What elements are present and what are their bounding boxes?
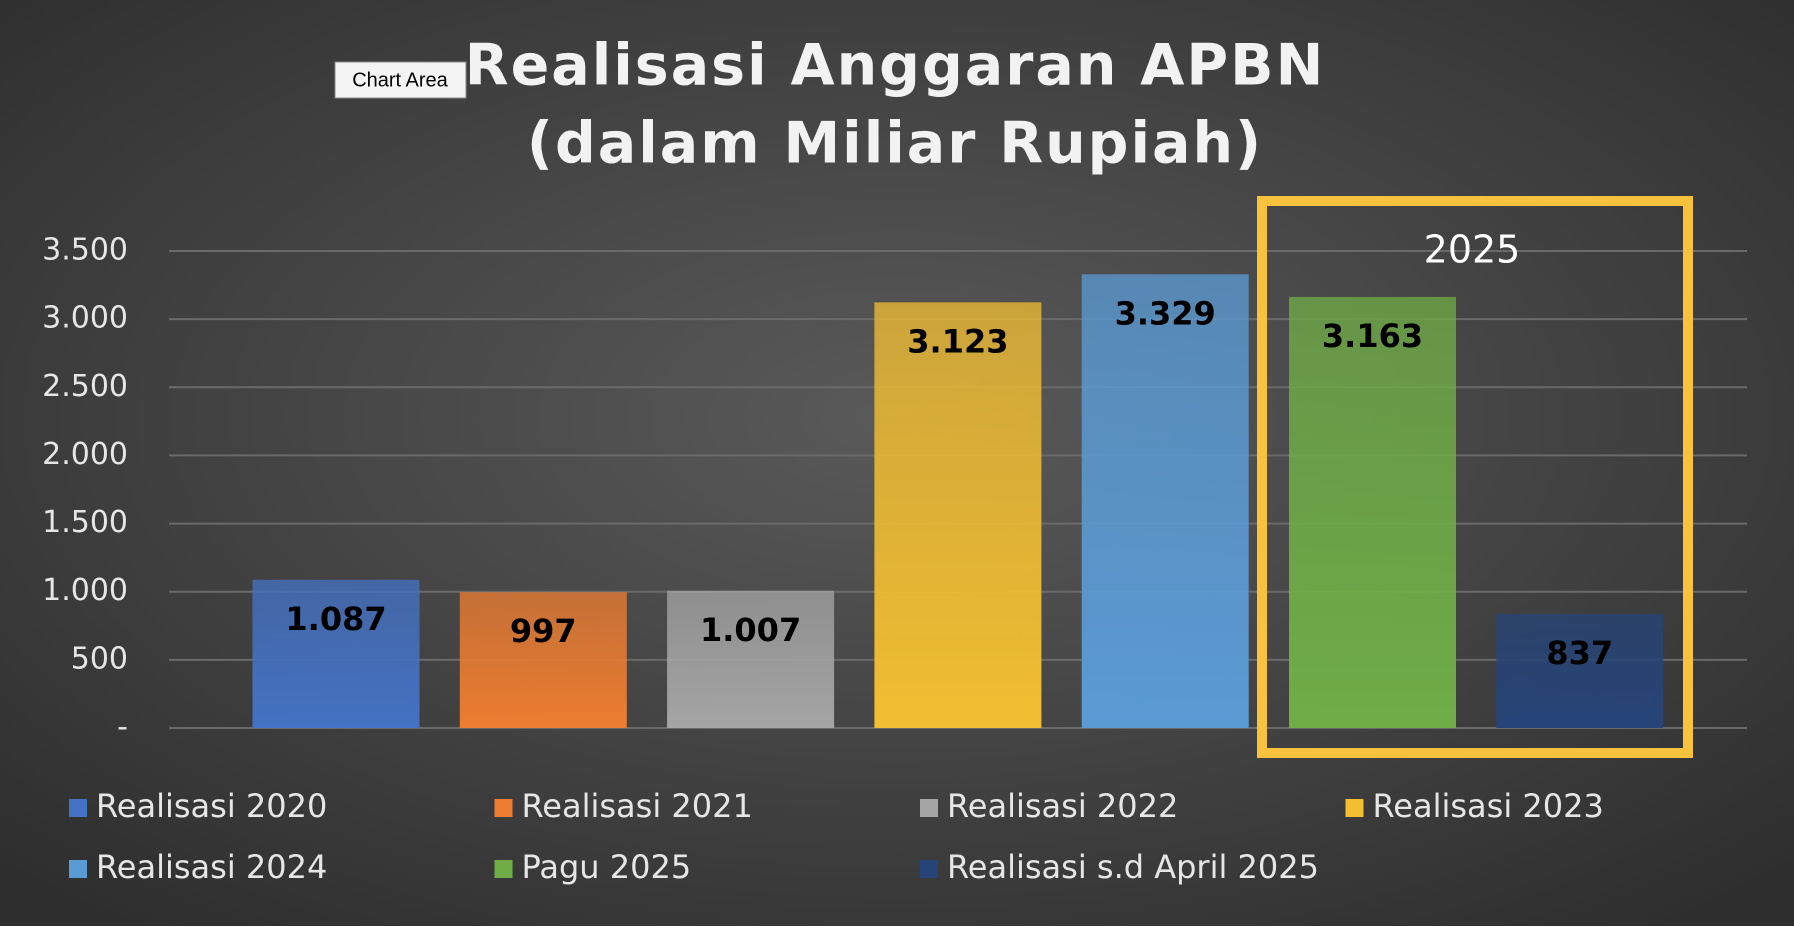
value-label: 3.329: [1115, 294, 1216, 332]
tooltip-box: [334, 61, 467, 99]
legend-label: Pagu 2025: [522, 848, 692, 886]
legend-swatch: [494, 799, 513, 817]
legend-swatch: [69, 860, 87, 878]
highlight-box: [1257, 196, 1693, 758]
legend-swatch: [494, 860, 513, 878]
y-tick-label: 500: [71, 641, 128, 676]
y-tick-label: 1.500: [42, 505, 128, 540]
legend-label: Realisasi s.d April 2025: [947, 848, 1319, 886]
bar: [1496, 613, 1664, 728]
tooltip: Chart Area: [352, 69, 448, 91]
bar: [252, 579, 420, 728]
value-label: 1.087: [285, 600, 386, 638]
chart-title: (dalam Miliar Rupiah): [527, 111, 1263, 177]
legend-label: Realisasi 2024: [96, 848, 327, 886]
value-label: 1.007: [700, 611, 801, 649]
y-tick-label: 3.000: [42, 301, 128, 336]
legend-swatch: [1345, 799, 1364, 817]
legend-swatch: [920, 860, 938, 878]
bar: [874, 302, 1042, 728]
chart-title: Realisasi Anggaran APBN: [465, 33, 1326, 99]
y-tick-label: 1.000: [42, 573, 128, 608]
value-label: 837: [1546, 634, 1613, 672]
y-tick-label: 2.000: [42, 437, 128, 472]
annotation: 2025: [1424, 228, 1521, 272]
legend-label: Realisasi 2022: [947, 787, 1178, 825]
legend-swatch: [69, 799, 87, 817]
value-label: 3.123: [907, 322, 1008, 360]
bar: [1289, 296, 1456, 728]
legend-label: Realisasi 2021: [522, 787, 753, 825]
y-tick-label: 2.500: [42, 369, 128, 404]
y-tick-label: -: [117, 710, 128, 745]
bar: [667, 590, 835, 728]
value-label: 997: [510, 612, 577, 650]
bar: [459, 592, 627, 728]
value-label: 3.163: [1322, 317, 1423, 355]
legend-swatch: [920, 799, 938, 817]
legend-label: Realisasi 2023: [1373, 787, 1604, 825]
legend-label: Realisasi 2020: [96, 787, 327, 825]
y-tick-label: 3.500: [42, 233, 128, 268]
bar: [1081, 274, 1249, 728]
